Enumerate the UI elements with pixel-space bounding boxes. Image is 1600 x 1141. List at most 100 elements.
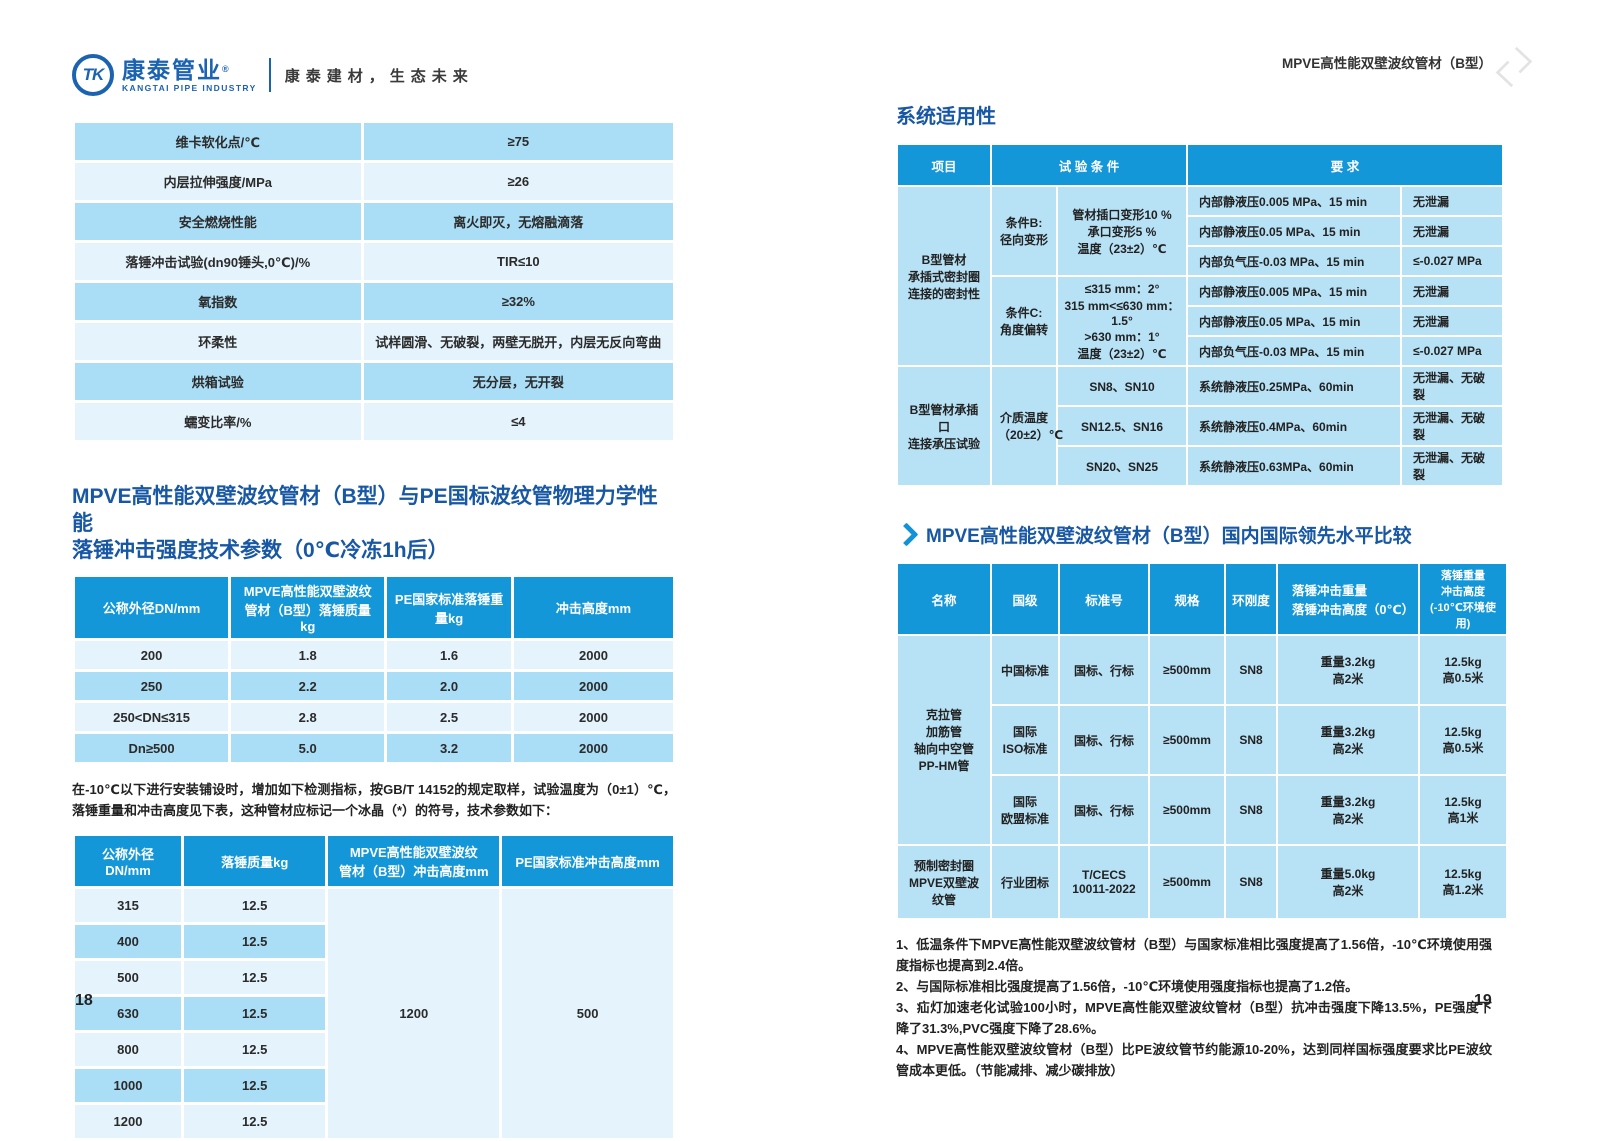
table-row: 400 12.5	[75, 925, 673, 958]
stiffness-cell: SN8	[1226, 706, 1276, 774]
column-header: 规格	[1150, 564, 1224, 634]
table-cell: 12.5	[184, 997, 326, 1030]
table-row: B型管材 承插式密封圈 连接的密封性 条件B: 径向变形 管材插口变形10 % …	[898, 187, 1503, 365]
footnote: 2、与国际标准相比强度提高了1.56倍，-10℃环境使用强度指标也提高了1.2倍…	[896, 979, 1359, 994]
table-cell: 500	[75, 961, 182, 994]
section-title-impact-params: MPVE高性能双壁波纹管材（B型）与PE国标波纹管物理力学性能 落锤冲击强度技术…	[72, 483, 676, 564]
column-header: 公称外径DN/mm	[75, 836, 182, 886]
footnotes: 1、低温条件下MPVE高性能双壁波纹管材（B型）与国家标准相比强度提高了1.56…	[896, 934, 1492, 1081]
standard-no-cell: 国标、行标	[1060, 706, 1148, 774]
column-header: MPVE高性能双壁波纹 管材（B型）冲击高度mm	[328, 836, 500, 886]
brand-divider	[268, 58, 271, 92]
merged-pe-height-cell: 500	[502, 889, 673, 1138]
table-cell: 3.2	[387, 734, 511, 762]
table-cell: 630	[75, 997, 182, 1030]
property-label: 落锤冲击试验(dn90锤头,0℃)/%	[75, 243, 361, 280]
table-row: 内层拉伸强度/MPa ≥26	[75, 163, 673, 200]
table-cell: 2.8	[231, 703, 385, 731]
result-cell: 无泄漏	[1402, 277, 1503, 305]
system-applicability-table: 项目 试 验 条 件 要 求 B型管材 承插式密封圈 连接的密封性 条件B: 径…	[896, 143, 1504, 487]
impact-cell: 重量3.2kg 高2米	[1278, 776, 1418, 844]
property-value: ≥75	[363, 123, 673, 160]
standard-level-cell: 国际 ISO标准	[992, 706, 1058, 774]
impact-cell: 重量3.2kg 高2米	[1278, 636, 1418, 704]
item-group-cell: B型管材承插口 连接承压试验	[898, 367, 990, 485]
condition-label-cell: 条件C: 角度偏转	[992, 277, 1056, 365]
table-cell: 2.5	[387, 703, 511, 731]
right-page: MPVE高性能双壁波纹管材（B型） 系统适用性 项目 试 验 条 件 要 求 B…	[894, 46, 1533, 1081]
table-row: 预制密封圈 MPVE双壁波纹管 行业团标 T/CECS 10011-2022 ≥…	[898, 846, 1506, 918]
table-cell: 2000	[513, 672, 673, 700]
column-header: 落锤重量 冲击高度 (-10℃环境使用)	[1420, 564, 1506, 634]
result-cell: 无泄漏	[1402, 187, 1503, 215]
column-header: PE国家标准落锤重量kg	[387, 577, 511, 638]
pipe-group-cell: 克拉管 加筋管 轴向中空管 PP-HM管	[898, 636, 990, 844]
table-row: 内部负气压-0.03 MPa、15 min ≤-0.027 MPa	[898, 337, 1503, 365]
cold-impact-cell: 12.5kg 高1.2米	[1420, 846, 1506, 918]
result-cell: ≤-0.027 MPa	[1402, 247, 1503, 275]
low-temp-impact-table: 公称外径DN/mm 落锤质量kg MPVE高性能双壁波纹 管材（B型）冲击高度m…	[72, 833, 676, 1141]
condition-label-cell: 条件B: 径向变形	[992, 187, 1056, 275]
property-value: ≥26	[363, 163, 673, 200]
requirement-cell: 内部负气压-0.03 MPa、15 min	[1188, 337, 1401, 365]
running-header-text: MPVE高性能双壁波纹管材（B型）	[1281, 56, 1492, 71]
table-cell: 12.5	[184, 1105, 326, 1138]
table-header-row: 项目 试 验 条 件 要 求	[898, 145, 1503, 185]
standard-no-cell: 国标、行标	[1060, 636, 1148, 704]
running-header: MPVE高性能双壁波纹管材（B型）	[896, 46, 1533, 88]
left-page: TK 康泰管业® KANGTAI PIPE INDUSTRY 康泰建材，生态未来…	[72, 52, 676, 1141]
chevron-right-icon	[894, 522, 919, 547]
result-cell: 无泄漏、无破裂	[1402, 407, 1503, 445]
spec-cell: ≥500mm	[1150, 776, 1224, 844]
column-header: PE国家标准冲击高度mm	[502, 836, 673, 886]
footnote: 3、疝灯加速老化试验100小时，MPVE高性能双壁波纹管材（B型）抗冲击强度下降…	[896, 1000, 1492, 1036]
table-cell: Dn≥500	[75, 734, 229, 762]
pipe-group-cell: 预制密封圈 MPVE双壁波纹管	[898, 846, 990, 918]
table-row: 蠕变比率/% ≤4	[75, 403, 673, 440]
table-cell: 2.0	[387, 672, 511, 700]
spec-cell: ≥500mm	[1150, 706, 1224, 774]
table-row: 200 1.8 1.6 2000	[75, 641, 673, 669]
brand-slogan: 康泰建材，生态未来	[284, 67, 474, 85]
table-row: 630 12.5	[75, 997, 673, 1030]
condition-detail-cell: ≤315 mm：2° 315 mm<≤630 mm：1.5° >630 mm：1…	[1058, 277, 1187, 365]
table-row: 500 12.5	[75, 961, 673, 994]
impact-cell: 重量5.0kg 高2米	[1278, 846, 1418, 918]
sn-class-cell: SN20、SN25	[1058, 447, 1187, 485]
brand-name-en: KANGTAI PIPE INDUSTRY	[122, 83, 257, 93]
table-cell: 250	[75, 672, 229, 700]
table-cell: 800	[75, 1033, 182, 1066]
condition-label-cell: 介质温度 （20±2）℃	[992, 367, 1063, 485]
requirement-cell: 内部静液压0.05 MPa、15 min	[1188, 217, 1401, 245]
table-row: 克拉管 加筋管 轴向中空管 PP-HM管 中国标准 国标、行标 ≥500mm S…	[898, 636, 1506, 844]
table-cell: 1.6	[387, 641, 511, 669]
result-cell: 无泄漏、无破裂	[1402, 447, 1503, 485]
brand-name: 康泰管业®	[122, 57, 257, 82]
table-row: 维卡软化点/℃ ≥75	[75, 123, 673, 160]
table-cell: 2000	[513, 641, 673, 669]
page-number-left: 18	[75, 992, 93, 1009]
table-cell: 1.8	[231, 641, 385, 669]
logo-text: 康泰管业® KANGTAI PIPE INDUSTRY	[122, 57, 257, 93]
table-cell: 5.0	[231, 734, 385, 762]
table-cell: 12.5	[184, 1033, 326, 1066]
table-row: 条件C: 角度偏转 ≤315 mm：2° 315 mm<≤630 mm：1.5°…	[898, 277, 1503, 365]
standard-no-cell: T/CECS 10011-2022	[1060, 846, 1148, 918]
physical-properties-table: 维卡软化点/℃ ≥75 内层拉伸强度/MPa ≥26 安全燃烧性能 离火即灭，无熔融滴…	[72, 120, 676, 443]
property-value: ≤4	[363, 403, 673, 440]
table-row: 国际 欧盟标准 国标、行标 ≥500mm SN8 重量3.2kg 高2米 12.…	[898, 776, 1506, 844]
impact-cell: 重量3.2kg 高2米	[1278, 706, 1418, 774]
table-row: Dn≥500 5.0 3.2 2000	[75, 734, 673, 762]
property-value: ≥32%	[363, 283, 673, 320]
spec-cell: ≥500mm	[1150, 636, 1224, 704]
table-cell: 12.5	[184, 961, 326, 994]
stiffness-cell: SN8	[1226, 636, 1276, 704]
requirement-cell: 系统静液压0.63MPa、60min	[1188, 447, 1401, 485]
table-row: 250 2.2 2.0 2000	[75, 672, 673, 700]
property-value: TIR≤10	[363, 243, 673, 280]
standard-level-cell: 中国标准	[992, 636, 1058, 704]
table-row: SN20、SN25 系统静液压0.63MPa、60min 无泄漏、无破裂	[898, 447, 1503, 485]
table-row: 内部静液压0.05 MPa、15 min 无泄漏	[898, 217, 1503, 245]
table-cell: 2000	[513, 734, 673, 762]
table-row: 800 12.5	[75, 1033, 673, 1066]
